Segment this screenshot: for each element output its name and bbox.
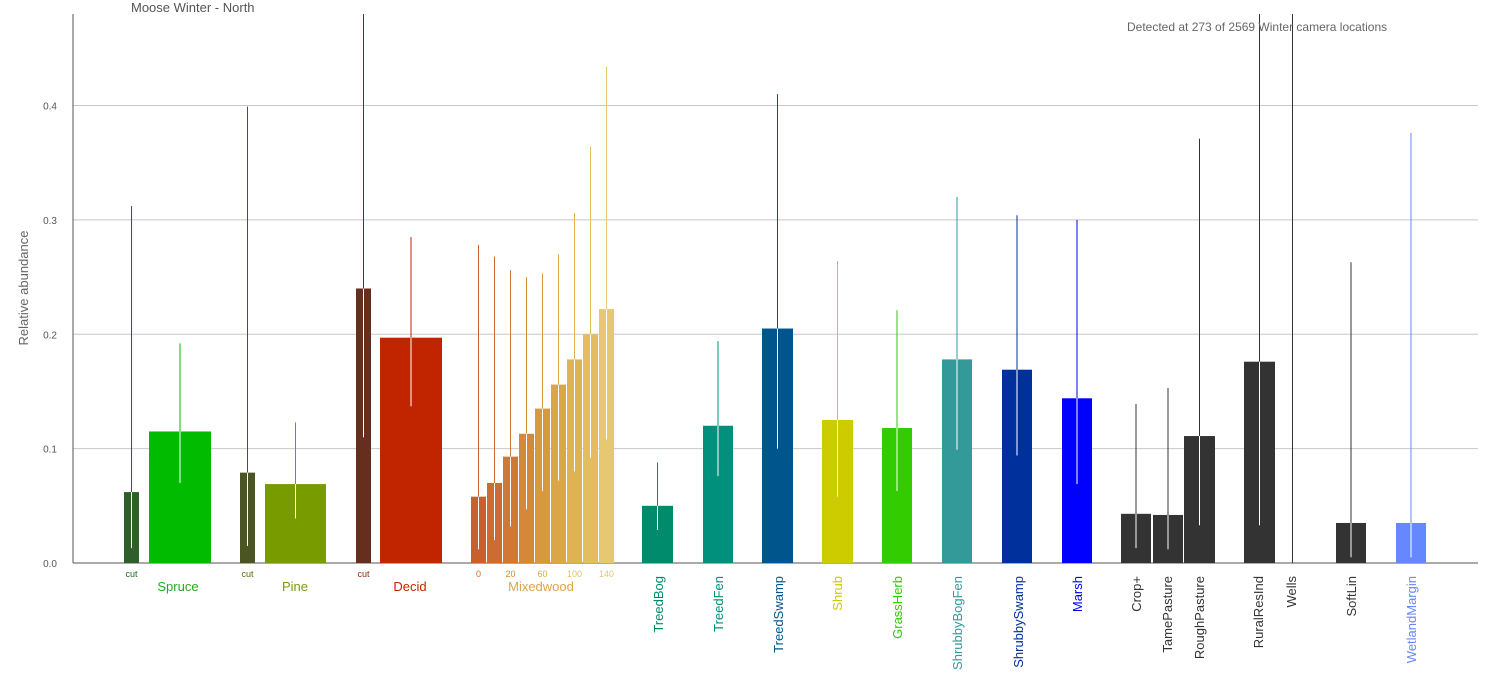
error-bars	[131, 14, 1412, 563]
category-label: TreedFen	[711, 576, 726, 632]
category-label: ShrubbySwamp	[1011, 576, 1026, 668]
category-label: Pine	[282, 579, 308, 594]
bar-sub-label: 0	[476, 569, 481, 579]
bar-sub-label: cut	[125, 569, 138, 579]
y-tick-label: 0.3	[43, 216, 57, 227]
category-label: ShrubbyBogFen	[950, 576, 965, 670]
bars	[124, 288, 1426, 563]
y-tick-label: 0.4	[43, 102, 57, 113]
bar-sub-label: 140	[599, 569, 614, 579]
category-label: TamePasture	[1160, 576, 1175, 653]
category-label: RuralResInd	[1251, 576, 1266, 648]
category-label: TreedBog	[651, 576, 666, 633]
category-label: SoftLin	[1344, 576, 1359, 616]
category-label: TreedSwamp	[771, 576, 786, 653]
bar-sub-label: 60	[537, 569, 547, 579]
category-label: GrassHerb	[890, 576, 905, 639]
category-label: Crop+	[1129, 576, 1144, 612]
detection-annotation: Detected at 273 of 2569 Winter camera lo…	[1127, 20, 1387, 34]
category-label: Spruce	[157, 579, 198, 594]
bar-sub-label: cut	[357, 569, 370, 579]
chart-title: Moose Winter - North	[131, 0, 255, 15]
bar-sub-label: 20	[505, 569, 515, 579]
bar-sub-label: 100	[567, 569, 582, 579]
category-label: WetlandMargin	[1404, 576, 1419, 663]
y-tick-labels: 0.0 0.1 0.2 0.3 0.4	[43, 102, 57, 571]
sub-labels: cut cut cut 0 20 60 100 140	[125, 569, 614, 579]
category-label: Wells	[1284, 576, 1299, 608]
y-tick-label: 0.2	[43, 330, 57, 341]
category-label: Decid	[393, 579, 426, 594]
y-tick-label: 0.1	[43, 445, 57, 456]
category-label: Marsh	[1070, 576, 1085, 612]
category-label: RoughPasture	[1192, 576, 1207, 659]
category-label: Shrub	[830, 576, 845, 611]
y-axis-label: Relative abundance	[16, 231, 31, 346]
group-labels: Spruce Pine Decid Mixedwood TreedBog TreedFen…	[157, 576, 1419, 670]
category-label: Mixedwood	[508, 579, 574, 594]
bar-sub-label: cut	[241, 569, 254, 579]
y-tick-label: 0.0	[43, 559, 57, 570]
